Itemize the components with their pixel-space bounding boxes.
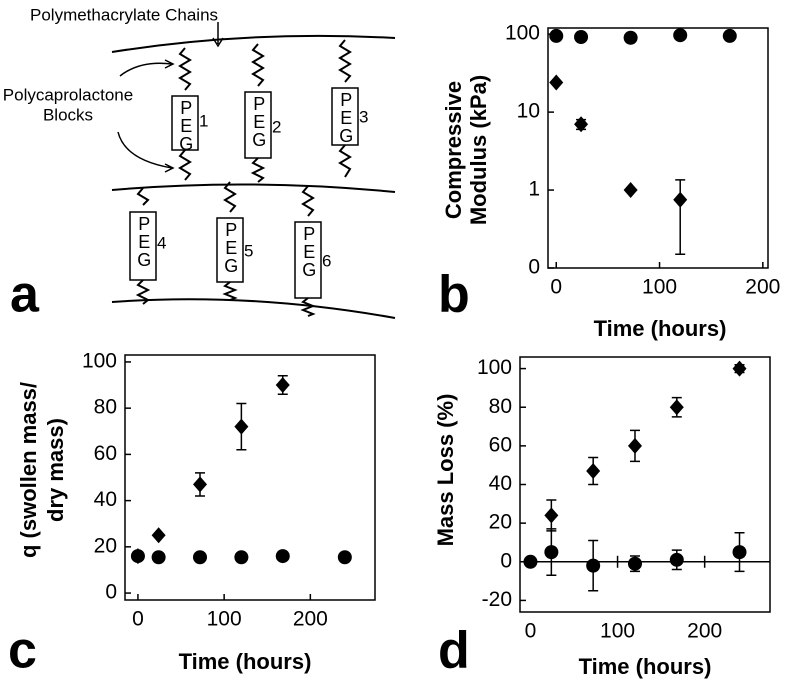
y-tick-label: 100 [505,22,540,45]
diamond-point [627,437,642,454]
diamond-point [151,527,166,544]
diamond-point [193,476,207,493]
y-tick-label: 10 [517,100,540,123]
peg-label: PEG [299,224,319,278]
panel-label: d [438,622,470,680]
y-axis-label: dry mass) [43,418,68,522]
block-number: 2 [272,117,281,136]
x-axis-label: Time (hours) [594,316,727,341]
y-tick-label: 40 [489,472,512,495]
peg-label: PEG [221,220,241,274]
diamond-point [275,377,290,394]
plot-frame [519,356,771,613]
y-tick-label: 80 [94,396,117,419]
panel-label: c [8,622,37,680]
block-number: 4 [157,233,166,252]
y-tick-label: 100 [82,349,117,372]
y-tick-label: 40 [94,488,117,511]
peg-label: PEG [336,90,356,144]
x-tick-label: 0 [550,276,562,299]
circle-point [544,545,559,560]
x-axis-label: Time (hours) [179,649,312,674]
diamond-point [544,507,559,524]
y-tick-label: -20 [482,588,512,611]
chains-label: Polymethacrylate Chains [30,5,218,24]
circle-point [337,550,352,565]
schematic [111,22,396,319]
x-tick-label: 100 [600,620,635,643]
circle-point [673,28,688,43]
plot-frame [547,27,769,269]
peg-label: PEG [134,214,154,268]
circle-point [234,550,249,565]
circle-point [732,545,747,560]
diamond-point [574,116,589,133]
blocks-label: Blocks [43,105,93,124]
x-tick-label: 200 [293,608,328,631]
x-tick-label: 100 [642,276,677,299]
y-tick-label: 1 [528,178,540,201]
x-tick-label: 200 [687,620,722,643]
y-tick-label: 20 [489,511,512,534]
y-tick-label: 80 [489,395,512,418]
block-number: 6 [322,251,331,270]
diamond-point [673,191,688,208]
diamond-point [732,360,747,377]
diamond-point [669,399,684,416]
panel-label: b [438,266,470,324]
block-number: 5 [244,241,253,260]
y-tick-label: 0 [105,581,117,604]
diamond-point [234,418,249,435]
circle-point [151,550,166,565]
y-tick-label: 60 [489,433,512,456]
panel-label: a [10,266,40,324]
y-axis-label: Compressive [441,81,466,219]
circle-point [549,28,564,43]
circle-point [623,30,638,45]
x-tick-label: 0 [525,620,537,643]
x-tick-label: 100 [207,608,242,631]
block-number: 1 [199,111,208,130]
circle-point [669,552,684,567]
error-bar [675,179,686,256]
diamond-point [549,74,564,91]
diamond-point [586,462,601,479]
diamond-point [623,182,638,199]
circle-point [275,549,290,564]
x-tick-label: 0 [132,608,144,631]
y-tick-label: 100 [477,356,512,379]
circle-point [586,558,601,573]
block-number: 3 [359,107,368,126]
plot-frame [124,354,376,601]
y-axis-label: Mass Loss (%) [433,394,458,547]
y-tick-label: 60 [94,442,117,465]
circle-point [627,556,642,571]
x-tick-label: 200 [745,276,780,299]
peg-label: PEG [249,94,269,148]
y-axis-label: Modulus (kPa) [466,75,491,225]
y-tick-label: 20 [94,534,117,557]
y-tick-label: 0 [528,256,540,279]
circle-point [722,28,737,43]
circle-point [193,550,207,565]
circle-point [574,29,589,44]
x-axis-label: Time (hours) [579,654,712,679]
peg-label: PEG [176,98,196,152]
y-axis-label: q (swollen mass/ [16,382,41,558]
blocks-label: Polycaprolactone [3,85,133,104]
circle-point [523,554,538,569]
diamond-point [130,548,145,565]
y-tick-label: 0 [500,549,512,572]
